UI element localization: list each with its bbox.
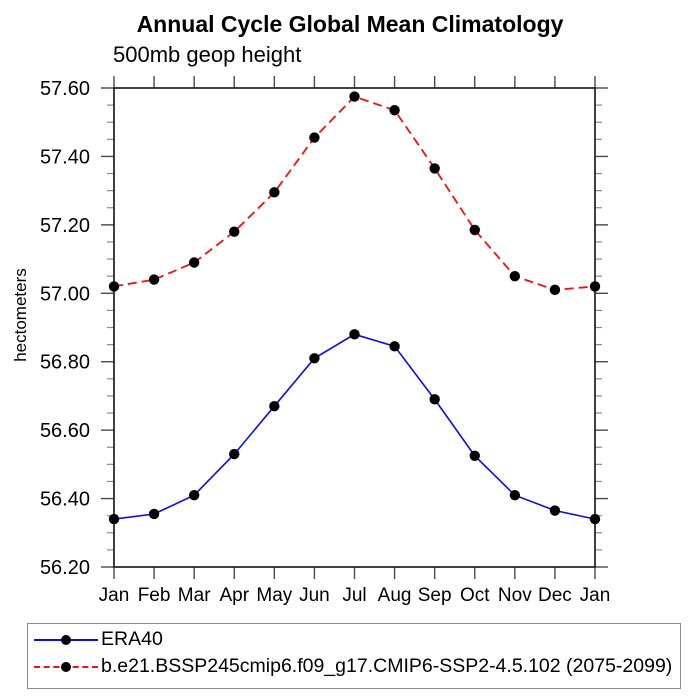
y-tick-label: 57.40 — [40, 146, 90, 168]
data-point-marker — [589, 281, 601, 292]
data-point-marker — [549, 284, 561, 296]
legend-marker-dot — [61, 634, 71, 645]
data-point-marker — [269, 400, 280, 412]
data-point-marker — [229, 226, 240, 237]
data-point-marker — [108, 281, 120, 292]
x-tick-label: Jun — [299, 585, 330, 606]
x-tick-label: Feb — [138, 585, 171, 606]
data-point-marker — [148, 274, 160, 285]
data-point-marker — [188, 257, 200, 268]
chart-subtitle: 500mb geop height — [113, 42, 302, 67]
y-tick-label: 56.20 — [40, 557, 90, 579]
data-point-marker — [389, 105, 400, 116]
x-tick-label: May — [256, 585, 292, 606]
data-point-marker — [469, 450, 480, 462]
legend-label-era40: ERA40 — [101, 628, 163, 650]
legend-label-model: b.e21.BSSP245cmip6.f09_g17.CMIP6-SSP2-4.… — [101, 655, 673, 677]
data-point-marker — [549, 505, 561, 516]
x-tick-label: Oct — [460, 585, 490, 606]
y-tick-label: 56.80 — [40, 352, 90, 374]
data-point-marker — [509, 270, 521, 282]
era40-series-line — [113, 333, 596, 520]
legend-item-era40: ERA40 — [34, 626, 676, 653]
data-point-marker — [349, 329, 360, 340]
chart-title: Annual Cycle Global Mean Climatology — [136, 11, 564, 37]
model-series-line — [113, 95, 596, 291]
data-point-marker — [309, 353, 320, 364]
data-point-marker — [309, 132, 320, 143]
x-tick-label: Apr — [219, 585, 249, 606]
plot-frame — [113, 87, 596, 568]
legend-marker-dot — [61, 661, 71, 672]
data-point-marker — [469, 224, 480, 236]
x-tick-label: Jan — [99, 585, 130, 606]
data-point-marker — [389, 341, 400, 352]
legend-line-sample-dashed — [34, 661, 98, 672]
legend-line-sample-solid — [34, 634, 98, 645]
legend-item-model: b.e21.BSSP245cmip6.f09_g17.CMIP6-SSP2-4.… — [34, 653, 676, 680]
x-tick-label: Jan — [580, 585, 611, 606]
data-point-marker — [148, 508, 160, 520]
x-tick-label: Nov — [498, 585, 532, 606]
x-tick-label: Jul — [342, 585, 366, 606]
y-tick-label: 57.20 — [40, 215, 90, 237]
data-point-marker — [269, 187, 280, 198]
data-point-marker — [349, 91, 360, 102]
x-tick-label: Mar — [178, 585, 211, 606]
data-point-marker — [108, 513, 120, 525]
legend-box: ERA40 b.e21.BSSP245cmip6.f09_g17.CMIP6-S… — [27, 623, 681, 689]
data-point-marker — [589, 513, 601, 525]
data-point-marker — [188, 489, 200, 501]
data-point-marker — [229, 448, 240, 460]
y-tick-label: 56.40 — [40, 489, 90, 511]
data-point-marker — [429, 394, 440, 405]
x-tick-label: Dec — [538, 585, 572, 606]
y-tick-label: 56.60 — [40, 420, 90, 442]
y-tick-label: 57.00 — [40, 283, 90, 305]
data-point-marker — [509, 489, 521, 501]
x-tick-label: Sep — [418, 585, 452, 606]
y-tick-label: 57.60 — [40, 78, 90, 100]
data-point-marker — [429, 163, 440, 174]
plot-area: Jan Feb Mar Apr May Jun Jul Aug Sep Oct Nov Dec Jan 5… — [40, 76, 611, 606]
x-tick-label: Aug — [378, 585, 412, 606]
